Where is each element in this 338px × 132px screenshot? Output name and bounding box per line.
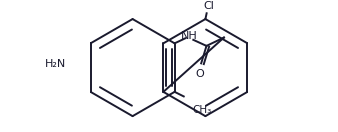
Text: H₂N: H₂N [45, 59, 66, 69]
Text: CH₃: CH₃ [192, 105, 211, 115]
Text: O: O [195, 69, 204, 79]
Text: Cl: Cl [203, 1, 214, 11]
Text: NH: NH [181, 32, 197, 41]
